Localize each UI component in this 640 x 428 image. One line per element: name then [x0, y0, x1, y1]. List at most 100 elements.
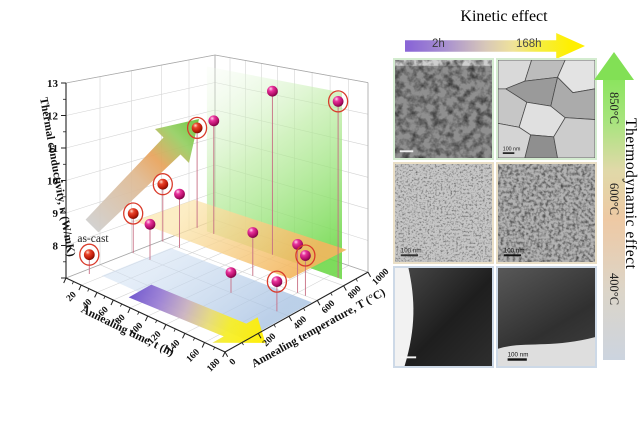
data-point: [300, 250, 311, 261]
grid-line: [303, 307, 306, 311]
z-tick-label: 9: [53, 208, 59, 220]
grid-line: [155, 320, 158, 324]
z-tick-label: 11: [48, 143, 58, 155]
grid-line: [257, 333, 262, 339]
scale-label: 100 nm: [508, 351, 529, 358]
scale-bar: [502, 152, 515, 154]
grid-line: [214, 54, 369, 83]
scale-bar: [400, 356, 417, 359]
data-point: [83, 249, 95, 261]
grid-line: [192, 337, 195, 341]
highlight-ring: [79, 243, 100, 266]
grid-line: [94, 292, 98, 298]
grid-line: [343, 285, 347, 291]
thermodynamic-arrow-head-icon: [594, 52, 634, 80]
blue-plane: [101, 248, 312, 340]
grid-line: [163, 324, 167, 330]
highlight-ring: [152, 173, 173, 196]
grid-line: [63, 277, 67, 284]
data-point: [191, 122, 203, 134]
highlight-ring: [186, 116, 208, 140]
orange-plane: [134, 199, 347, 279]
grid-line: [65, 54, 216, 84]
kinetic-start-label: 2h: [432, 38, 445, 50]
micrograph-850c-2h: [393, 58, 494, 160]
grid-line: [367, 271, 372, 278]
scale-bar: [507, 358, 527, 361]
grid-line: [71, 281, 74, 285]
highlight-ring: [327, 90, 349, 113]
grid-line: [273, 324, 276, 328]
grid-line: [65, 82, 216, 116]
data-point: [292, 239, 303, 250]
grid-line: [110, 299, 114, 306]
highlight-ring: [295, 244, 316, 267]
grid-line: [222, 351, 226, 358]
grid-line: [241, 342, 244, 346]
thermodynamic-effect-title: Thermodynamic effect: [622, 118, 639, 270]
grid-line: [201, 342, 205, 348]
grid-line: [161, 240, 318, 301]
data-point: [332, 96, 344, 107]
data-point: [208, 115, 220, 127]
scale-label: 100 nm: [401, 247, 422, 254]
grid-line: [65, 109, 216, 149]
data-point: [225, 267, 237, 278]
grid-line: [330, 292, 333, 296]
grid-line: [182, 333, 186, 339]
grid-line: [173, 328, 176, 332]
time-gradient-arrow: [128, 284, 266, 343]
grid-line: [78, 284, 82, 291]
z-tick-label: 12: [47, 110, 59, 122]
grid-line: [355, 278, 358, 282]
thermodynamic-gradient-arrow-icon: [603, 80, 625, 360]
scale-label: 100 nm: [503, 146, 521, 152]
data-point: [157, 178, 169, 190]
as-cast-annotation: as-cast: [77, 233, 109, 245]
grid-line: [127, 307, 131, 314]
grid-line: [65, 277, 226, 353]
y-tick-label: 0: [228, 357, 239, 368]
z-tick-label: 13: [47, 78, 59, 90]
micrograph-850c-168h: 100 nm: [496, 58, 597, 160]
kinetic-effect-title: Kinetic effect: [460, 8, 548, 25]
data-point: [144, 218, 156, 230]
micrograph-panel: Kinetic effect 2h 168h: [390, 0, 640, 428]
kinetic-end-label: 168h: [516, 38, 542, 50]
grid-line: [316, 300, 321, 306]
z-tick-label: 8: [53, 240, 59, 252]
grid-line: [103, 296, 106, 300]
data-point: [271, 276, 283, 287]
grid-line: [144, 315, 149, 322]
highlight-ring: [266, 270, 288, 293]
x-tick-label: 20: [65, 290, 79, 304]
grid-line: [137, 311, 140, 315]
scale-label: 100 nm: [504, 247, 525, 254]
grid-line: [288, 315, 293, 322]
data-point: [247, 227, 259, 238]
highlight-ring: [123, 202, 144, 225]
x-tick-label: 180: [205, 357, 222, 374]
grid-line: [120, 303, 123, 307]
trend-gradient-arrow: [85, 119, 199, 233]
x-tick-label: 160: [185, 347, 202, 364]
micrograph-400c-2h: [393, 266, 494, 368]
highlight-planes: [101, 66, 347, 340]
grain-boundaries: [498, 60, 595, 158]
data-points: [79, 85, 349, 312]
grid-line: [87, 288, 90, 292]
scale-bar: [503, 254, 522, 257]
scale-bar: [399, 150, 414, 153]
micrograph-600c-168h: 100 nm: [496, 162, 597, 264]
z-tick-label: 10: [47, 175, 59, 187]
temp-label-600: 600°C: [607, 183, 621, 216]
grid-line: [224, 351, 229, 358]
temp-label-850: 850°C: [607, 92, 621, 125]
micrograph-400c-168h: 100 nm: [496, 266, 597, 368]
data-point: [267, 85, 278, 97]
temp-label-400: 400°C: [607, 273, 621, 306]
scale-bar: [400, 254, 419, 257]
data-point: [174, 188, 185, 200]
grid-line: [224, 271, 369, 353]
